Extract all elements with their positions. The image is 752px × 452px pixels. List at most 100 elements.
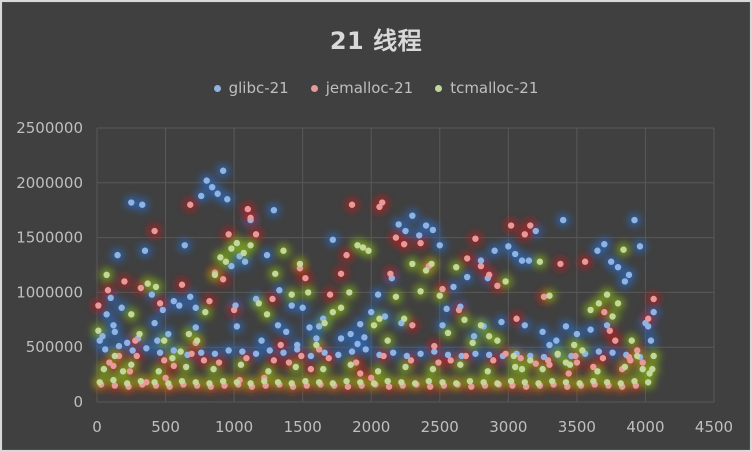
data-point bbox=[400, 240, 408, 248]
data-point bbox=[114, 251, 121, 259]
data-point bbox=[233, 379, 241, 386]
data-point bbox=[95, 302, 102, 309]
data-point bbox=[152, 283, 160, 291]
data-point bbox=[228, 245, 235, 252]
data-point bbox=[106, 359, 113, 366]
data-point bbox=[594, 368, 601, 375]
data-point bbox=[505, 243, 512, 250]
data-point bbox=[518, 365, 526, 373]
data-point bbox=[546, 292, 553, 299]
data-point bbox=[137, 377, 145, 385]
data-point bbox=[644, 379, 652, 386]
data-point bbox=[607, 258, 615, 265]
data-point bbox=[510, 352, 518, 360]
data-point bbox=[95, 327, 102, 334]
legend-label: tcmalloc-21 bbox=[450, 79, 539, 97]
data-point bbox=[255, 300, 262, 307]
data-point bbox=[587, 326, 594, 333]
data-point bbox=[292, 363, 300, 371]
data-point bbox=[387, 270, 394, 277]
data-point bbox=[160, 337, 168, 344]
data-point bbox=[337, 270, 345, 277]
data-point bbox=[392, 234, 400, 241]
data-point bbox=[422, 222, 430, 229]
data-point bbox=[320, 365, 327, 373]
data-point bbox=[261, 377, 268, 385]
legend-marker-icon bbox=[213, 84, 221, 92]
data-point bbox=[466, 377, 474, 385]
data-point bbox=[110, 322, 117, 329]
x-tick-label: 3000 bbox=[489, 418, 527, 436]
data-point bbox=[176, 302, 183, 309]
data-point bbox=[417, 239, 424, 247]
data-point bbox=[111, 382, 119, 389]
data-point bbox=[170, 297, 177, 305]
data-point bbox=[177, 348, 184, 355]
data-point bbox=[211, 271, 219, 279]
data-point bbox=[99, 333, 106, 340]
data-point bbox=[233, 239, 241, 247]
data-point bbox=[549, 377, 556, 385]
data-point bbox=[539, 328, 546, 336]
data-point bbox=[557, 260, 564, 268]
data-point bbox=[115, 342, 123, 350]
data-point bbox=[603, 322, 611, 329]
data-point bbox=[315, 323, 323, 330]
data-point bbox=[411, 380, 419, 387]
data-point bbox=[498, 318, 505, 326]
data-point bbox=[464, 273, 471, 281]
legend-marker-icon bbox=[435, 84, 443, 92]
data-point bbox=[208, 183, 216, 191]
data-point bbox=[347, 330, 354, 338]
data-point bbox=[156, 349, 164, 356]
data-point bbox=[307, 365, 315, 373]
data-point bbox=[402, 227, 409, 235]
data-point bbox=[321, 349, 328, 356]
data-point bbox=[566, 361, 574, 368]
legend-item-glibc[interactable]: glibc-21 bbox=[213, 79, 289, 97]
legend-item-jemalloc[interactable]: jemalloc-21 bbox=[310, 79, 413, 97]
data-point bbox=[603, 291, 611, 298]
data-point bbox=[472, 350, 479, 357]
data-point bbox=[335, 351, 342, 359]
data-point bbox=[485, 271, 493, 279]
legend-item-tcmalloc[interactable]: tcmalloc-21 bbox=[435, 79, 538, 97]
data-point bbox=[409, 260, 416, 268]
data-point bbox=[274, 379, 282, 386]
data-point bbox=[477, 262, 485, 270]
data-point bbox=[494, 282, 501, 290]
data-point bbox=[151, 379, 158, 386]
data-point bbox=[181, 242, 188, 249]
data-point bbox=[477, 322, 485, 329]
data-point bbox=[631, 377, 638, 385]
data-point bbox=[283, 328, 290, 336]
x-tick-label: 0 bbox=[92, 418, 102, 436]
data-point bbox=[573, 359, 581, 366]
data-point bbox=[453, 380, 460, 387]
data-point bbox=[354, 242, 361, 249]
data-point bbox=[436, 242, 443, 249]
data-point bbox=[650, 352, 657, 360]
data-point bbox=[110, 376, 117, 384]
data-point bbox=[650, 308, 657, 316]
data-point bbox=[198, 349, 205, 356]
data-point bbox=[368, 308, 375, 316]
data-point bbox=[280, 349, 287, 356]
data-point bbox=[570, 341, 578, 349]
legend: glibc-21 jemalloc-21 tcmalloc-21 bbox=[3, 79, 749, 97]
data-point bbox=[409, 212, 416, 219]
data-point bbox=[111, 352, 119, 360]
data-point bbox=[468, 383, 475, 390]
data-point bbox=[521, 322, 528, 329]
data-point bbox=[544, 357, 552, 364]
data-point bbox=[128, 361, 135, 368]
data-point bbox=[517, 354, 524, 362]
data-point bbox=[606, 327, 613, 334]
data-point bbox=[439, 322, 446, 329]
data-point bbox=[247, 380, 254, 387]
data-point bbox=[118, 304, 125, 311]
data-point bbox=[436, 292, 443, 299]
data-point bbox=[502, 278, 509, 285]
y-tick-label: 500000 bbox=[26, 338, 83, 356]
data-point bbox=[202, 308, 209, 316]
